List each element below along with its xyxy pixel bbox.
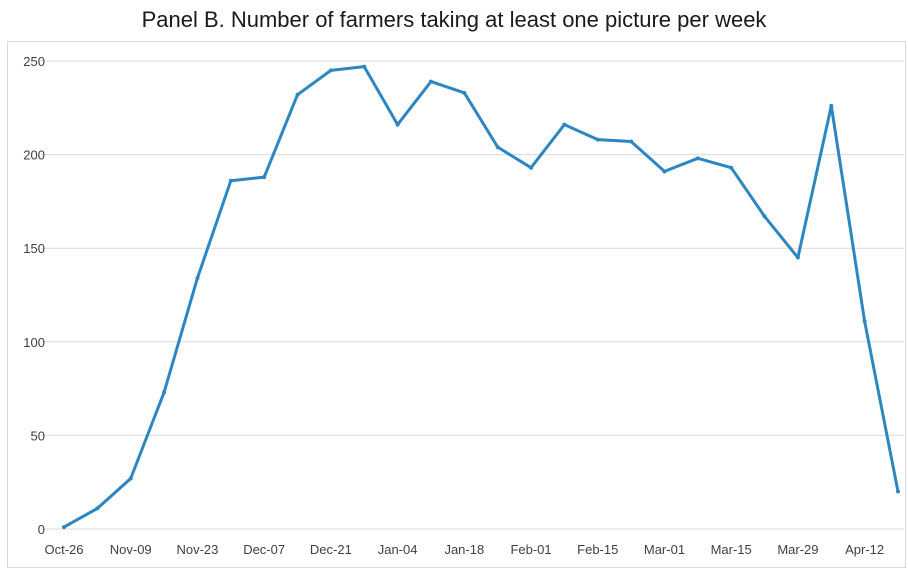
data-point [362,64,367,69]
x-tick-label: Oct-26 [44,542,83,557]
chart-title: Panel B. Number of farmers taking at lea… [141,7,767,32]
y-tick-label: 50 [31,428,45,443]
data-point [395,122,400,127]
x-tick-label: Dec-07 [243,542,285,557]
data-point [495,145,500,150]
data-point [629,139,634,144]
data-point [695,156,700,161]
data-point [295,92,300,97]
data-point [228,178,233,183]
y-tick-label: 250 [23,54,45,69]
x-tick-label: Mar-01 [644,542,685,557]
x-tick-label: Jan-18 [444,542,484,557]
data-point [829,103,834,108]
data-point [896,489,900,494]
data-point [162,390,167,395]
data-point [595,137,600,142]
y-tick-label: 200 [23,148,45,163]
y-tick-label: 150 [23,241,45,256]
series-line [62,65,900,529]
series-layer [62,64,900,530]
x-tick-label: Nov-09 [110,542,152,557]
y-tick-label: 100 [23,335,45,350]
data-point [328,68,333,73]
x-axis-tick-labels: Oct-26 Nov-09 Nov-23 Dec-07 Dec-21 Jan-04 Jan-… [44,542,884,557]
data-point [862,319,867,324]
data-point [262,175,267,180]
data-point [195,276,200,281]
x-tick-label: Feb-01 [510,542,551,557]
gridlines [41,60,904,530]
data-point [462,90,467,95]
y-tick-label: 0 [38,522,45,537]
x-tick-label: Apr-12 [845,542,884,557]
x-tick-label: Feb-15 [577,542,618,557]
data-point [428,79,433,84]
data-point [62,525,66,530]
x-tick-label: Mar-29 [777,542,818,557]
x-tick-label: Jan-04 [378,542,418,557]
chart-area [7,41,906,568]
y-axis-tick-labels: 0 50 100 150 200 250 [23,54,45,537]
data-point [562,122,567,127]
x-tick-label: Mar-15 [711,542,752,557]
data-point [762,214,767,219]
data-point [662,169,667,174]
data-point [95,506,100,511]
data-point [795,255,800,260]
data-point [729,165,734,170]
data-point [529,165,534,170]
x-tick-label: Dec-21 [310,542,352,557]
x-tick-label: Nov-23 [176,542,218,557]
data-point [128,476,133,481]
